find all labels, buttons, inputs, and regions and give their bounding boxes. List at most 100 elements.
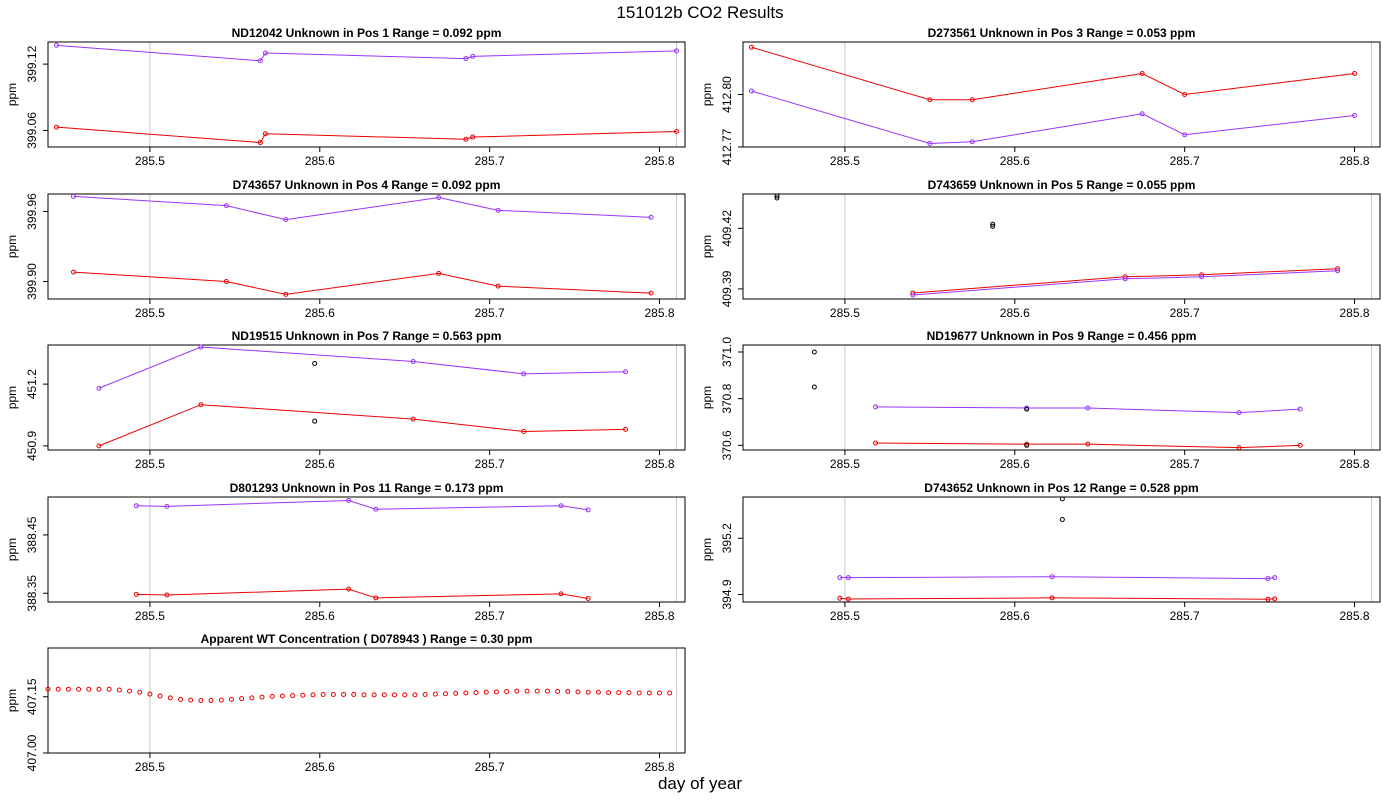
data-point-red: [198, 402, 204, 408]
data-point-WT: [177, 696, 183, 702]
y-tick-label: 399.96: [25, 193, 39, 230]
data-point-purple: [1335, 268, 1341, 274]
x-tick-label: 285.5: [830, 306, 860, 320]
data-point-WT: [646, 690, 652, 696]
data-point-red: [463, 136, 469, 142]
data-point-WT: [483, 689, 489, 695]
y-axis-label: ppm: [700, 538, 714, 561]
data-point-WT: [565, 689, 571, 694]
data-point-red: [133, 591, 139, 597]
data-point-red: [70, 269, 76, 275]
data-point-WT: [524, 688, 530, 694]
data-point-red: [96, 443, 102, 449]
x-tick-label: 285.8: [645, 760, 675, 774]
data-point-WT: [493, 689, 499, 695]
x-tick-label: 285.8: [645, 609, 675, 623]
data-point-purple: [470, 53, 476, 59]
data-point-purple: [53, 42, 59, 48]
x-axis-label: day of year: [657, 774, 743, 793]
data-point-WT: [453, 690, 459, 696]
data-point-purple: [910, 292, 916, 298]
series-line-red: [912, 268, 1338, 294]
data-point-red: [410, 416, 416, 422]
data-point-purple: [837, 575, 843, 581]
x-tick-label: 285.5: [830, 609, 860, 623]
y-tick-label: 388.35: [25, 575, 39, 612]
data-point-red: [223, 279, 229, 284]
data-point-red: [373, 595, 379, 601]
data-point-purple: [346, 498, 352, 503]
panel-pos4: D743657 Unknown in Pos 4 Range = 0.092 p…: [5, 178, 686, 320]
data-point-WT: [463, 690, 469, 696]
data-point-red: [495, 283, 501, 289]
data-point-purple: [463, 56, 469, 62]
panel-pos11: D801293 Unknown in Pos 11 Range = 0.173 …: [5, 481, 686, 623]
data-point-purple: [1199, 274, 1205, 280]
data-point-purple: [495, 207, 501, 213]
data-point-WT: [432, 691, 438, 697]
data-point-purple: [164, 503, 170, 509]
data-point-WT: [585, 689, 591, 695]
series-line-purple: [912, 270, 1338, 296]
y-axis-label: ppm: [5, 386, 19, 409]
y-tick-label: 451.2: [25, 369, 39, 399]
data-point-red: [521, 428, 527, 434]
data-point-WT: [442, 691, 448, 697]
series-line-purple: [136, 499, 589, 511]
data-point-WT: [514, 688, 520, 694]
data-point-purple: [262, 50, 268, 56]
y-tick-label: 399.12: [25, 45, 39, 82]
data-point-purple: [1139, 111, 1145, 117]
data-point-WT: [300, 692, 306, 698]
data-point-WT: [351, 692, 357, 697]
data-point-purple: [257, 58, 263, 64]
data-point-red: [283, 291, 289, 297]
plot-frame: [742, 344, 1381, 451]
data-point-WT: [218, 697, 224, 703]
y-axis-label: ppm: [700, 83, 714, 106]
x-tick-label: 285.6: [1000, 306, 1030, 320]
plot-frame: [47, 647, 686, 754]
data-point-red: [623, 426, 629, 432]
x-tick-label: 285.5: [135, 457, 165, 471]
page-title: 151012b CO2 Results: [616, 3, 784, 22]
data-point-WT: [96, 686, 102, 692]
panel-title: D801293 Unknown in Pos 11 Range = 0.173 …: [230, 481, 504, 495]
data-point-red: [436, 270, 442, 276]
data-point-WT: [269, 693, 275, 699]
x-tick-label: 285.8: [645, 457, 675, 471]
data-point-WT: [392, 692, 398, 698]
x-tick-label: 285.6: [305, 154, 335, 168]
data-point-red: [1352, 71, 1358, 76]
data-point-purple: [623, 369, 629, 375]
y-tick-label: 412.77: [720, 128, 734, 165]
outlier-marker: [774, 195, 780, 201]
data-point-WT: [116, 687, 122, 693]
series-line-purple: [751, 90, 1355, 145]
panel-wt: Apparent WT Concentration ( D078943 ) Ra…: [5, 632, 686, 774]
x-tick-label: 285.5: [135, 760, 165, 774]
data-point-WT: [412, 692, 418, 698]
outlier-marker: [811, 384, 817, 390]
data-point-purple: [223, 203, 229, 209]
x-tick-label: 285.6: [1000, 154, 1030, 168]
data-point-WT: [198, 698, 204, 703]
data-point-WT: [534, 688, 540, 694]
x-tick-label: 285.8: [645, 306, 675, 320]
data-point-red: [674, 129, 680, 135]
series-line-red: [875, 442, 1301, 449]
data-point-purple: [1352, 113, 1358, 118]
data-point-purple: [969, 139, 975, 145]
series-line-purple: [73, 195, 652, 221]
data-point-purple: [585, 507, 591, 513]
series-line-red: [136, 588, 589, 599]
data-point-purple: [1297, 406, 1303, 412]
data-point-red: [1049, 595, 1055, 601]
panel-pos1: ND12042 Unknown in Pos 1 Range = 0.092 p…: [5, 26, 686, 168]
x-tick-label: 285.7: [1170, 609, 1200, 623]
data-point-purple: [283, 217, 289, 223]
plot-frame: [742, 193, 1381, 300]
outlier-marker: [1024, 442, 1030, 448]
data-point-red: [53, 124, 59, 130]
data-point-purple: [558, 503, 564, 509]
